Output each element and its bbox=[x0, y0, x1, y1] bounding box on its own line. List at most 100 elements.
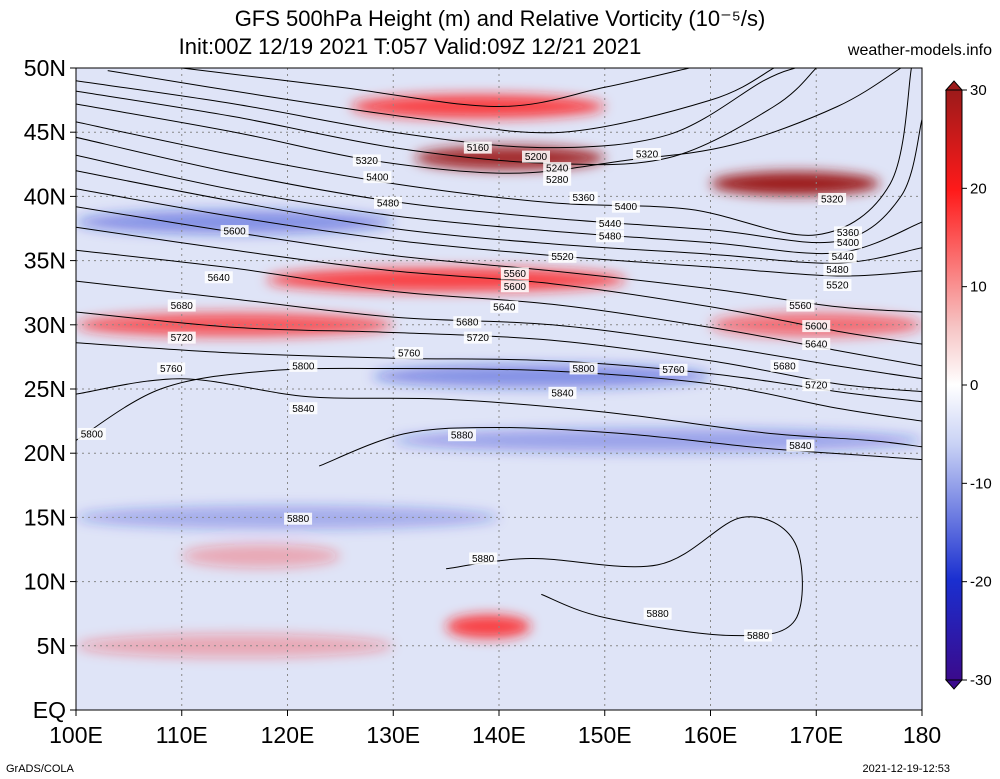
contour-label-bg bbox=[596, 217, 625, 230]
colorbar-top-arrow bbox=[944, 80, 964, 91]
height-contour-5200 bbox=[107, 68, 775, 134]
colorbar-ramp bbox=[945, 89, 963, 681]
contour-label: 5480 bbox=[826, 265, 849, 276]
contour-label: 5440 bbox=[599, 219, 622, 230]
generation-timestamp: 2021-12-19-12:53 bbox=[862, 763, 950, 775]
contour-label-bg bbox=[220, 225, 249, 238]
height-contour-5440 bbox=[76, 154, 922, 255]
colorbar: -30 -20 -10 0 10 20 30 bbox=[944, 80, 992, 690]
contour-label: 5600 bbox=[504, 282, 527, 293]
contour-label-bg bbox=[500, 280, 529, 293]
height-contour-5400 bbox=[76, 119, 922, 244]
height-contour-5880 bbox=[319, 426, 922, 467]
height-contour-5800 bbox=[76, 367, 922, 441]
contour-label-bg bbox=[463, 141, 492, 154]
contour-label-bg bbox=[569, 191, 598, 204]
height-contour-5320 bbox=[76, 68, 902, 174]
contour-label: 5600 bbox=[805, 322, 828, 333]
x-tick-label: 150E bbox=[578, 722, 632, 748]
contour-label-bg bbox=[395, 347, 424, 360]
height-contour-5160 bbox=[181, 68, 690, 108]
contour-label: 5840 bbox=[292, 404, 315, 415]
contour-label: 5680 bbox=[171, 301, 194, 312]
chart-subtitle: Init:00Z 12/19 2021 T:057 Valid:09Z 12/2… bbox=[178, 34, 642, 59]
y-tick-label: 45N bbox=[24, 119, 66, 145]
x-tick-label: 180 bbox=[903, 722, 941, 748]
contour-label: 5480 bbox=[377, 198, 400, 209]
contour-label-bg bbox=[659, 363, 688, 376]
height-contour-5360 bbox=[76, 68, 912, 236]
height-contour-5520 bbox=[76, 188, 922, 277]
colorbar-tick-label: 20 bbox=[970, 180, 987, 197]
contour-label: 5360 bbox=[572, 193, 595, 204]
vorticity-band-5 bbox=[76, 312, 394, 337]
x-tick-label: 120E bbox=[261, 722, 315, 748]
contour-label: 5640 bbox=[208, 273, 231, 284]
contour-label: 5760 bbox=[398, 349, 421, 360]
contour-label-bg bbox=[596, 230, 625, 243]
y-tick-label: EQ bbox=[33, 697, 66, 723]
contour-label-bg bbox=[823, 263, 852, 276]
contour-label-bg bbox=[548, 386, 577, 399]
contour-label: 5560 bbox=[504, 269, 527, 280]
contour-label: 5880 bbox=[747, 631, 770, 642]
contour-label-bg bbox=[500, 267, 529, 280]
contour-label-bg bbox=[802, 379, 831, 392]
height-contour-5240 bbox=[76, 68, 796, 149]
colorbar-tick-label: -10 bbox=[970, 475, 992, 492]
colorbar-tick-label: 0 bbox=[970, 377, 978, 394]
contour-label-bg bbox=[802, 338, 831, 351]
x-tick-label: 130E bbox=[366, 722, 420, 748]
contour-label: 5400 bbox=[366, 173, 389, 184]
x-tick-label: 100E bbox=[49, 722, 103, 748]
height-contour-5880 bbox=[446, 516, 803, 637]
colorbar-tick-label: -20 bbox=[970, 574, 992, 591]
contour-label: 5280 bbox=[546, 175, 569, 186]
contour-label-bg bbox=[633, 148, 662, 161]
contour-label: 5200 bbox=[525, 152, 548, 163]
contour-label-bg bbox=[157, 362, 186, 375]
vorticity-band-3 bbox=[710, 171, 880, 196]
height-contour-5680 bbox=[76, 280, 922, 380]
colorbar-tick-label: -30 bbox=[970, 672, 992, 689]
contour-label-bg bbox=[828, 250, 857, 263]
contour-label: 5640 bbox=[493, 302, 516, 313]
contour-label: 5720 bbox=[805, 381, 828, 392]
contour-label: 5680 bbox=[456, 318, 479, 329]
contour-label-bg bbox=[463, 331, 492, 344]
vorticity-band-4 bbox=[266, 267, 626, 292]
contour-label: 5600 bbox=[224, 227, 247, 238]
contour-label: 5360 bbox=[837, 228, 860, 239]
x-tick-label: 160E bbox=[684, 722, 738, 748]
vorticity-band-12 bbox=[181, 543, 341, 568]
y-tick-label: 40N bbox=[24, 183, 66, 209]
contour-label: 5320 bbox=[821, 194, 844, 205]
contour-label-bg bbox=[77, 427, 106, 440]
contour-label-bg bbox=[833, 226, 862, 239]
y-tick-label: 50N bbox=[24, 55, 66, 81]
vorticity-band-1 bbox=[350, 94, 605, 119]
contour-label-bg bbox=[643, 607, 672, 620]
contour-label: 5480 bbox=[599, 232, 622, 243]
contour-label-bg bbox=[786, 439, 815, 452]
y-tick-label: 15N bbox=[24, 504, 66, 530]
chart-title: GFS 500hPa Height (m) and Relative Vorti… bbox=[234, 6, 766, 31]
contour-label: 5560 bbox=[789, 301, 812, 312]
contour-label: 5720 bbox=[467, 333, 490, 344]
contour-label-bg bbox=[352, 154, 381, 167]
contour-label-bg bbox=[569, 362, 598, 375]
contour-label-bg bbox=[611, 200, 640, 213]
vorticity-band-8 bbox=[372, 364, 711, 389]
contour-label-bg bbox=[543, 162, 572, 175]
contour-label: 5840 bbox=[551, 388, 574, 399]
y-tick-label: 5N bbox=[37, 633, 66, 659]
y-tick-label: 25N bbox=[24, 376, 66, 402]
vorticity-band-2 bbox=[414, 145, 605, 170]
contour-label: 5520 bbox=[826, 280, 849, 291]
contour-label: 5840 bbox=[789, 441, 812, 452]
contour-label-bg bbox=[289, 402, 318, 415]
contour-label-bg bbox=[543, 173, 572, 186]
contour-label: 5240 bbox=[546, 164, 569, 175]
contour-label-bg bbox=[289, 359, 318, 372]
